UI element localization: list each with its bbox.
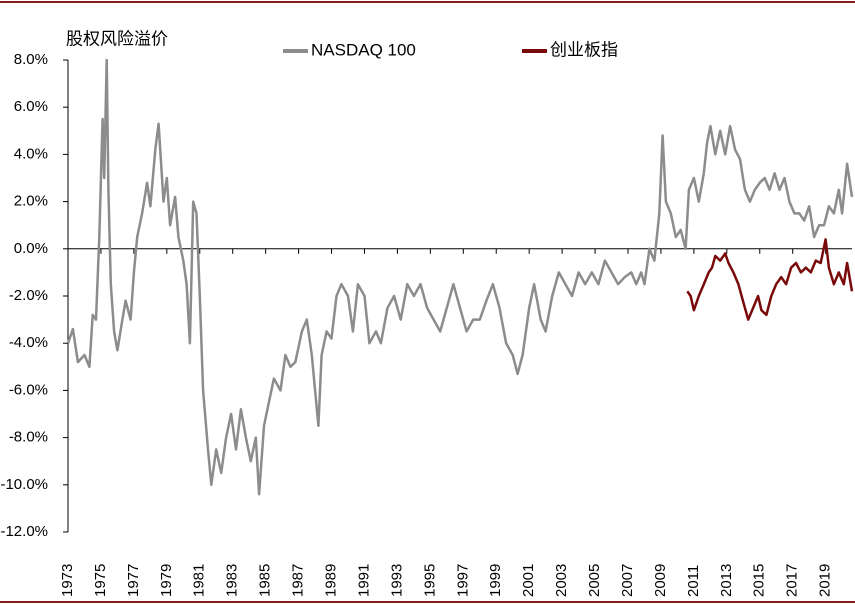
y-tick-label: -10.0% — [0, 476, 48, 493]
x-tick-label: 2011 — [685, 565, 702, 597]
y-tick-label: -6.0% — [9, 381, 48, 398]
x-tick-label: 2017 — [784, 564, 801, 597]
y-tick-label: -2.0% — [9, 287, 48, 304]
y-tick-label: 4.0% — [14, 145, 48, 162]
x-tick-label: 1973 — [59, 564, 76, 597]
x-tick-label: 1983 — [224, 564, 241, 597]
y-tick-label: -4.0% — [9, 334, 48, 351]
x-tick-label: 2005 — [586, 564, 603, 597]
legend-label: 创业板指 — [550, 40, 618, 59]
x-tick-label: 1999 — [487, 564, 504, 597]
x-tick-label: 1975 — [92, 564, 109, 597]
x-tick-label: 2019 — [817, 564, 834, 597]
x-tick-label: 2003 — [553, 564, 570, 597]
y-tick-label: -12.0% — [0, 523, 48, 540]
legend-label: NASDAQ 100 — [311, 40, 416, 59]
chart-title: 股权风险溢价 — [66, 29, 168, 48]
x-tick-label: 1985 — [257, 564, 274, 597]
x-tick-label: 1987 — [290, 564, 307, 597]
y-tick-label: -8.0% — [9, 429, 48, 446]
x-tick-label: 1997 — [454, 564, 471, 597]
x-tick-label: 1979 — [158, 564, 175, 597]
x-tick-label: 2013 — [718, 564, 735, 597]
x-tick-label: 2001 — [520, 564, 537, 597]
x-tick-label: 2015 — [751, 564, 768, 597]
y-tick-label: 8.0% — [14, 51, 48, 68]
series-line — [66, 58, 854, 496]
x-tick-label: 2007 — [619, 564, 636, 597]
x-tick-label: 1995 — [421, 564, 438, 597]
series-line — [686, 238, 854, 321]
x-tick-label: 1989 — [322, 564, 339, 597]
x-tick-label: 1977 — [125, 564, 142, 597]
y-tick-label: 6.0% — [14, 98, 48, 115]
x-tick-label: 2009 — [652, 564, 669, 597]
x-tick-label: 1991 — [355, 564, 372, 597]
x-tick-label: 1981 — [191, 564, 208, 597]
x-tick-label: 1993 — [388, 564, 405, 597]
y-tick-label: 2.0% — [14, 193, 48, 210]
y-tick-label: 0.0% — [14, 240, 48, 257]
